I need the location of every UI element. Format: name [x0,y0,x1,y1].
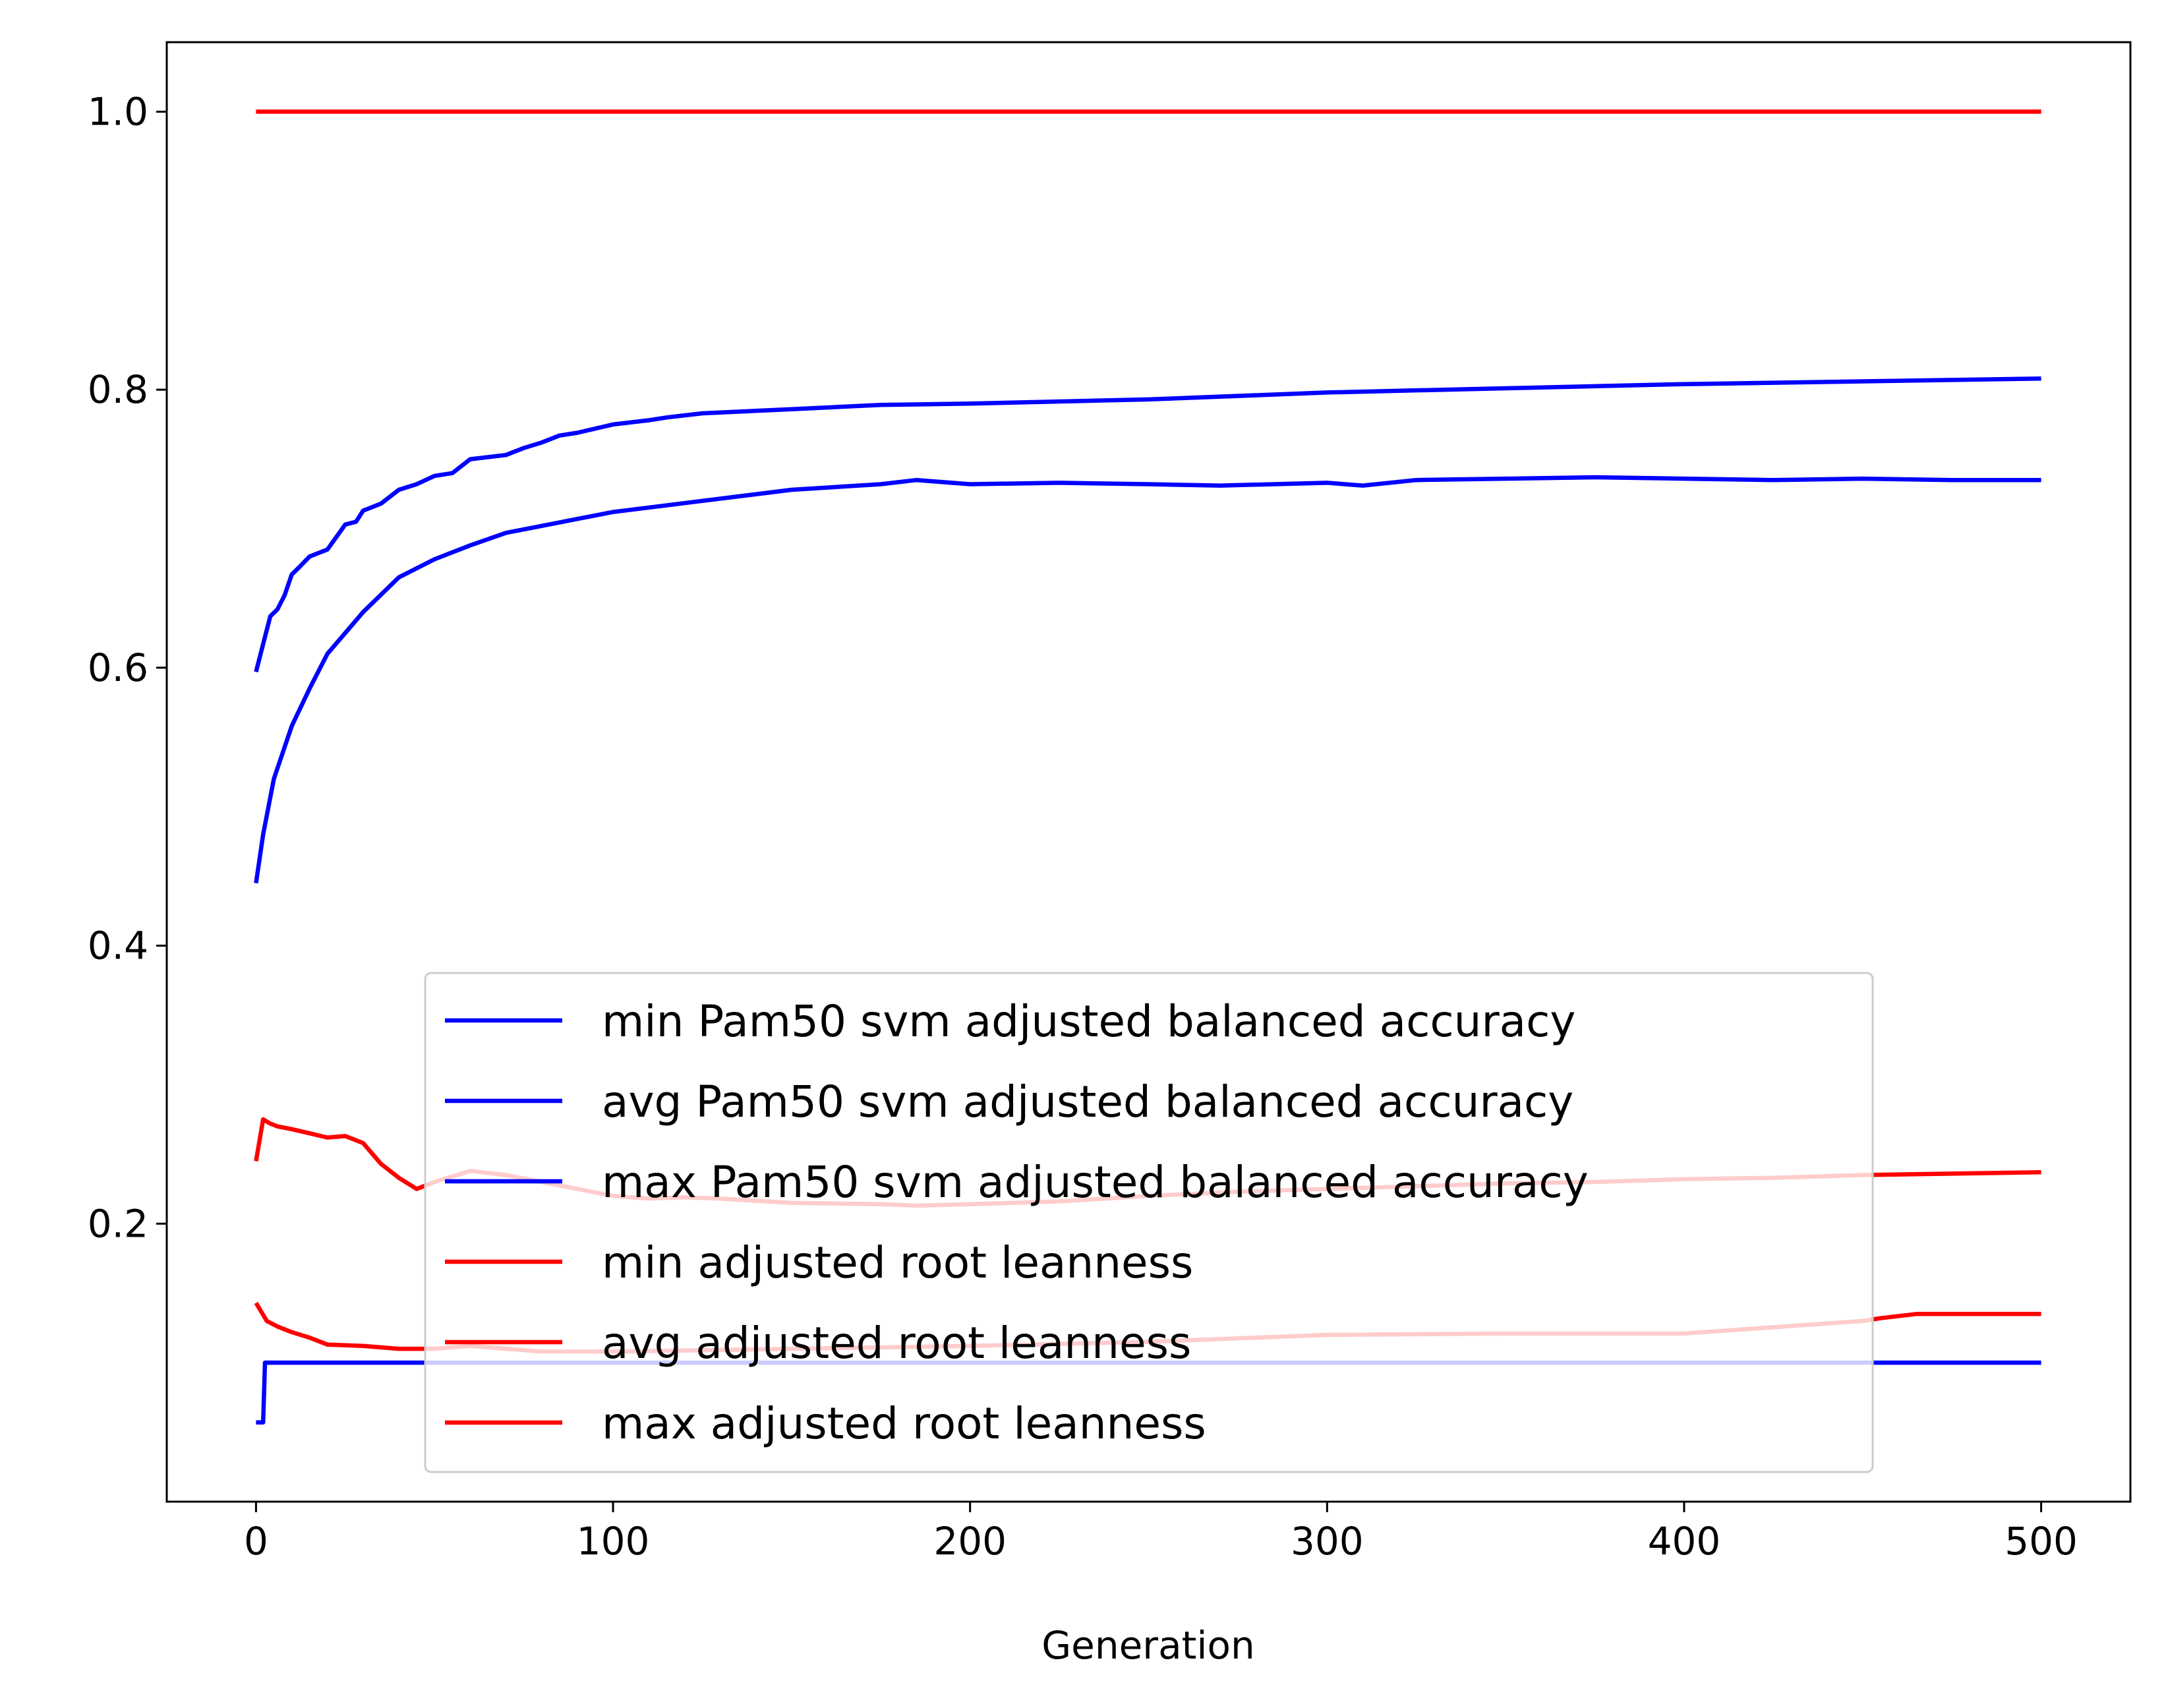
legend-label-avg-adjusted-root-leanness: avg adjusted root leanness [602,1318,1191,1369]
series-line-max-pam50-svm-adjusted-balanced-accuracy [254,376,2041,673]
y-tick-label: 1.0 [88,89,148,134]
legend: min Pam50 svm adjusted balanced accuracy… [424,972,1874,1473]
y-tick-label: 0.8 [88,367,148,412]
x-tick-label: 200 [933,1519,1007,1564]
x-tick-label: 500 [2005,1519,2078,1564]
legend-label-avg-pam50-svm-adjusted-balanced-accuracy: avg Pam50 svm adjusted balanced accuracy [602,1076,1573,1127]
y-tick-label: 0.6 [88,645,148,690]
legend-label-min-adjusted-root-leanness: min adjusted root leanness [602,1237,1193,1288]
tick-layer: 0 100 200 300 400 500 0.2 0.4 0.6 0.8 1.0 [88,89,2078,1564]
x-tick-label: 100 [577,1519,650,1564]
x-tick-label: 300 [1291,1519,1364,1564]
legend-label-max-adjusted-root-leanness: max adjusted root leanness [602,1398,1206,1449]
legend-frame [424,972,1874,1473]
x-tick-label: 400 [1648,1519,1721,1564]
plot-frame [165,41,2132,1503]
y-tick-label: 0.2 [88,1201,148,1246]
series-line-avg-pam50-svm-adjusted-balanced-accuracy [254,475,2041,884]
x-tick-label: 0 [244,1519,268,1564]
x-axis-label: Generation [1041,1623,1255,1668]
y-tick-label: 0.4 [88,924,148,968]
legend-label-min-pam50-svm-adjusted-balanced-accuracy: min Pam50 svm adjusted balanced accuracy [602,996,1575,1047]
legend-label-max-pam50-svm-adjusted-balanced-accuracy: max Pam50 svm adjusted balanced accuracy [602,1157,1589,1208]
